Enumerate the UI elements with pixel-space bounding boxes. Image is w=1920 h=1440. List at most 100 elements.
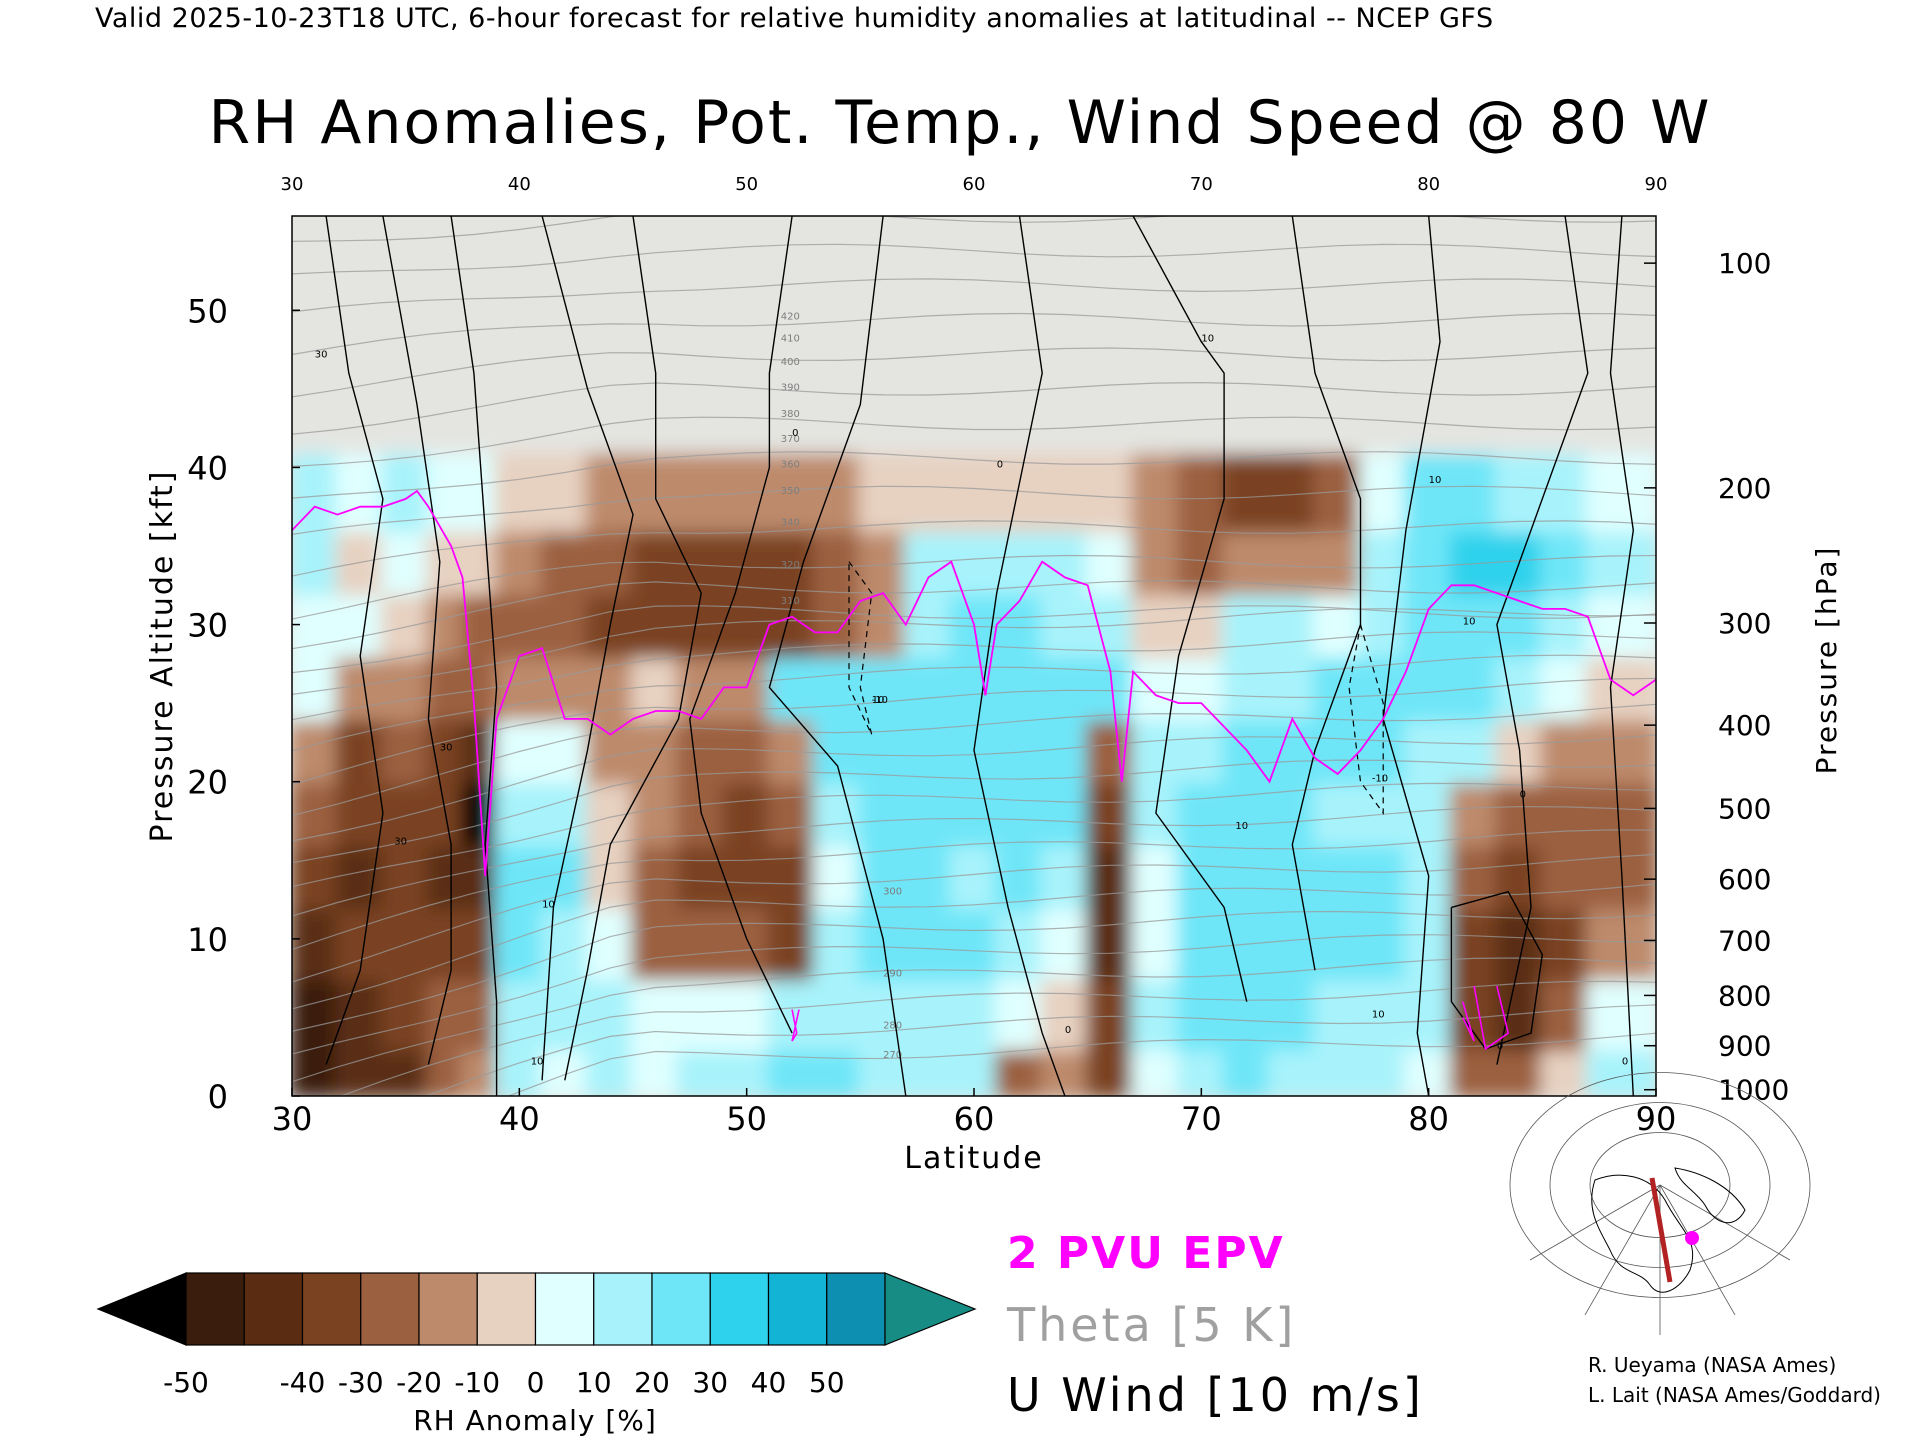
heat-cell (812, 1046, 863, 1096)
theta-contour (292, 520, 1656, 577)
theta-contour-label: 410 (781, 334, 800, 345)
heat-cell (540, 716, 590, 784)
heat-cell (721, 842, 772, 910)
theta-contour-label: 310 (781, 596, 800, 607)
heat-cell (1540, 528, 1590, 596)
heat-cell (903, 779, 954, 847)
theta-contour (292, 829, 1656, 951)
heat-cell (812, 842, 863, 910)
theta-contour-label: 300 (883, 887, 902, 898)
pressure-tick-label: 200 (1718, 472, 1771, 505)
heat-cell (1494, 449, 1545, 533)
heat-cell (903, 716, 954, 784)
heat-cell (994, 1046, 1045, 1096)
heat-cell (426, 905, 465, 981)
heat-cell (858, 779, 908, 847)
heat-cell (426, 591, 465, 658)
heat-cell (1176, 779, 1227, 847)
pressure-tick-label: 500 (1718, 792, 1771, 825)
heat-cell (1131, 976, 1181, 1051)
colorbar-tick-label: 40 (751, 1366, 787, 1399)
u-wind-contour-label: 10 (531, 1057, 544, 1068)
heat-cell (1403, 779, 1454, 847)
y-tick-label: 30 (187, 607, 228, 645)
heat-cell (1313, 591, 1363, 658)
x-top-tick-label: 60 (963, 174, 986, 195)
heat-cell (903, 976, 954, 1051)
u-wind-contour-label: 30 (394, 837, 407, 848)
u-wind-contour (1496, 216, 1589, 1065)
heat-cell (494, 842, 545, 910)
heat-cell (721, 216, 772, 344)
heat-cell (949, 905, 999, 981)
heat-cell (1358, 716, 1408, 784)
heat-cell (1403, 216, 1454, 344)
u-wind-contour (1450, 890, 1544, 1050)
heat-cell (767, 339, 817, 454)
heat-cell (1403, 528, 1454, 596)
theta-contour (292, 200, 1656, 210)
heat-cell (1403, 591, 1454, 658)
heat-cell (903, 905, 954, 981)
theta-contour-label: 320 (781, 560, 800, 571)
colorbar-swatch (476, 1272, 537, 1346)
heat-cell (426, 339, 465, 454)
colorbar-tick-label: -40 (280, 1366, 326, 1399)
heat-cell (1085, 976, 1136, 1051)
theta-contour (292, 654, 1656, 752)
u-wind-contour-label: 10 (1463, 617, 1476, 628)
heat-cell (812, 591, 863, 658)
heat-cell (1085, 449, 1136, 533)
heat-cell (494, 654, 545, 721)
heat-cell (292, 905, 340, 981)
x-top-tick-label: 40 (508, 174, 531, 195)
heat-cell (1267, 449, 1317, 533)
heat-cell (767, 528, 817, 596)
heat-cell (1358, 339, 1408, 454)
u-wind-contour (564, 216, 702, 1081)
legend-u-wind: U Wind [10 m/s] (1007, 1368, 1424, 1422)
colorbar-swatch (418, 1272, 478, 1346)
heat-cell (460, 1046, 499, 1096)
heat-cell (1040, 976, 1090, 1051)
heat-cell (1085, 1046, 1136, 1096)
heat-cell (903, 449, 954, 533)
heat-cell (1313, 842, 1363, 910)
theta-contour (292, 243, 1656, 275)
heat-cell (1176, 716, 1227, 784)
theta-contour (292, 703, 1656, 817)
heat-cell (1040, 654, 1090, 721)
pressure-axis-label: Pressure [hPa] (1810, 546, 1843, 775)
colorbar-tick-label: 20 (634, 1366, 670, 1399)
x-tick-label: 60 (954, 1100, 995, 1138)
heat-cell (1085, 654, 1136, 721)
heat-cell (631, 591, 681, 658)
colorbar-group: -50 -40 -30 -20 -10 0 10 20 30 40 50 RH Anomaly [%] (96, 1272, 977, 1437)
heat-cell (1540, 842, 1590, 910)
heat-cell (1131, 654, 1181, 721)
heat-cell (994, 842, 1045, 910)
theta-contour (292, 883, 1656, 1010)
theta-contour (292, 485, 1656, 535)
u-wind-contour (768, 216, 907, 1096)
credit-line-1: R. Ueyama (NASA Ames) (1588, 1353, 1837, 1377)
heat-cell (1403, 716, 1454, 784)
heat-cell (1494, 591, 1545, 658)
theta-contour (292, 416, 1656, 467)
theta-contour (292, 934, 1656, 1055)
heat-cell (631, 216, 681, 344)
heat-cell (1449, 905, 1499, 981)
heat-cell (426, 216, 465, 344)
heat-cell (426, 449, 465, 533)
heat-cell (1085, 842, 1136, 910)
heat-cell (1085, 216, 1136, 344)
u-wind-contour (325, 216, 384, 1065)
u-wind-contour-label: 30 (315, 349, 328, 360)
heat-cell (1449, 449, 1499, 533)
heat-cell (676, 1046, 726, 1096)
heat-cell (1403, 449, 1454, 533)
u-wind-contour (541, 216, 634, 1081)
u-wind-contour-label: 0 (1520, 789, 1526, 800)
heat-cell (1176, 591, 1227, 658)
